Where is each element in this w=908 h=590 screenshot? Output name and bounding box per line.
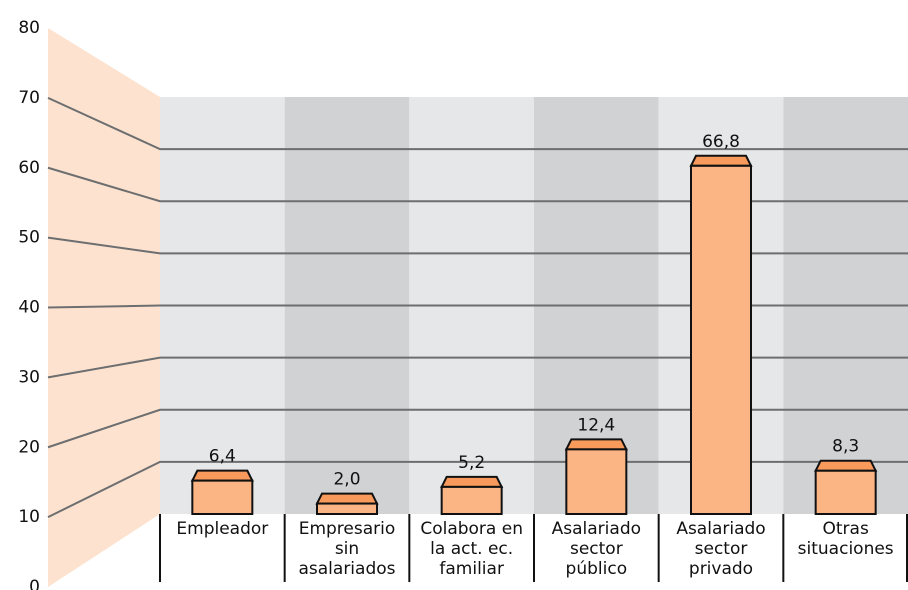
bar [191,479,254,516]
grid-line [47,408,908,449]
bar-top [315,492,379,505]
grid-line [47,304,908,309]
value-label: 66,8 [702,132,740,152]
y-tick-label: 60 [18,158,40,178]
value-label: 5,2 [458,453,485,473]
x-tick-label: Otras [823,519,869,539]
y-tick-label: 50 [18,228,40,248]
bar [316,502,378,516]
x-tick-label: sin [335,539,359,559]
bar-top [689,154,753,167]
y-tick-label: 10 [18,507,40,527]
x-tick-label: sector [570,539,623,559]
x-tick-label: Empresario [299,519,396,539]
x-tick-label: situaciones [798,539,894,559]
grid-line [47,96,908,151]
bar-top [814,459,878,472]
value-label: 12,4 [577,415,615,435]
value-label: 2,0 [333,470,360,490]
x-tick-label: público [566,559,628,579]
value-label: 6,4 [209,447,236,467]
grid-line [47,460,908,519]
x-tick-label: la act. ec. [430,539,513,559]
grid-line [47,356,908,379]
x-tick-label: sector [695,539,748,559]
y-tick-label: 80 [18,18,40,38]
y-tick-label: 20 [18,437,40,457]
bar [440,485,503,515]
bar-top [440,475,504,488]
x-tick-label: Asalariado [552,519,641,539]
bar [814,469,877,515]
x-tick-label: Empleador [176,519,268,539]
x-tick-label: Asalariado [676,519,765,539]
bar-top [564,438,628,451]
bar [690,164,752,515]
y-tick-label: 30 [18,367,40,387]
y-tick-label: 40 [18,298,40,318]
x-tick-label: familiar [439,559,504,579]
x-tick-label: privado [689,559,753,579]
grid-line [47,236,908,255]
bar [565,448,628,515]
grid-line [47,166,908,203]
bar-top [190,469,254,482]
x-tick-label: asalariados [298,559,395,579]
value-label: 8,3 [832,437,859,457]
y-tick-label: 70 [18,88,40,108]
x-tick-label: Colabora en [420,519,523,539]
y-tick-label: 0 [29,577,40,590]
